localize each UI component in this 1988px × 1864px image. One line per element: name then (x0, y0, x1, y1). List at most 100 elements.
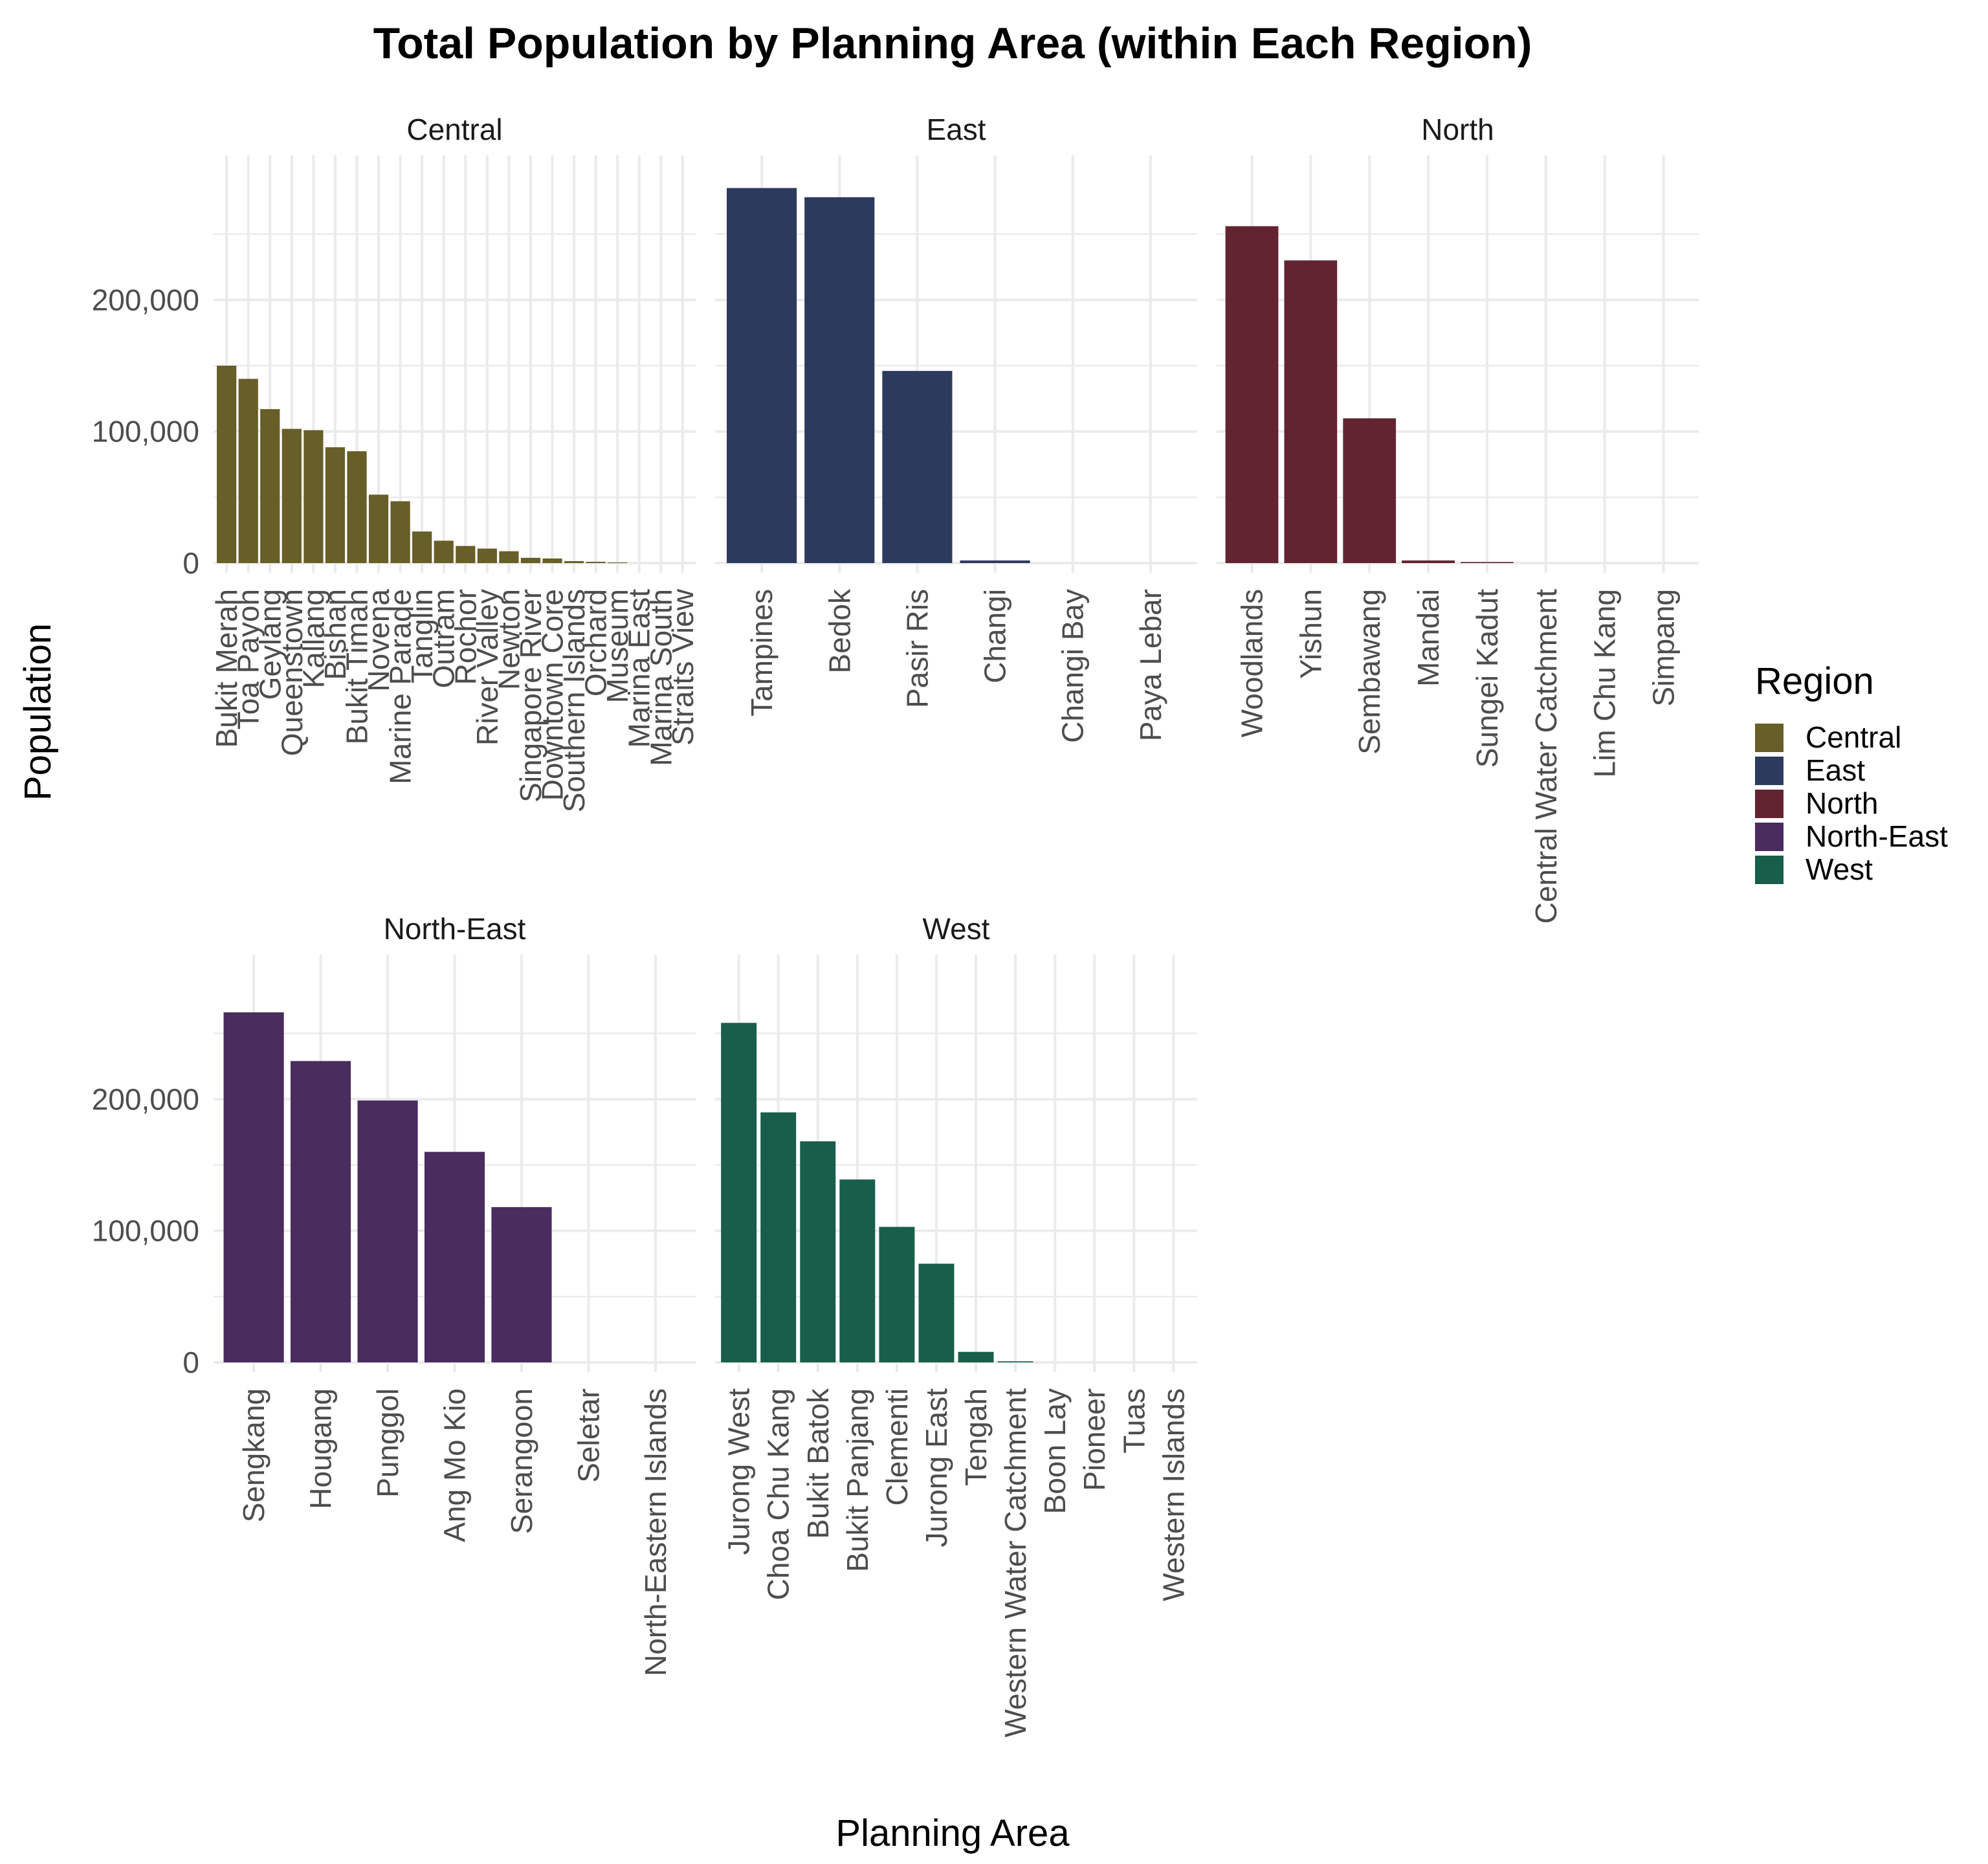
bar-novena (368, 494, 389, 563)
bar-tampines (727, 188, 797, 563)
x-tick-label: Orchard (579, 589, 613, 696)
bar-ang-mo-kio (424, 1151, 485, 1362)
x-tick-label: Pioneer (1077, 1388, 1111, 1491)
x-tick-label: Tampines (745, 589, 779, 716)
x-tick-label: Tanglin (405, 589, 439, 683)
legend-swatch-west (1755, 856, 1784, 884)
facet-strip-label: East (926, 113, 986, 146)
bar-punggol (357, 1100, 418, 1362)
x-tick-label: Newton (492, 589, 525, 690)
facet-strip-label: North-East (384, 912, 526, 946)
x-tick-label: Marina East (623, 589, 656, 748)
bar-kallang (304, 430, 324, 563)
bar-changi (960, 560, 1030, 563)
x-tick-label: Tuas (1117, 1388, 1151, 1454)
bar-tengah (958, 1351, 994, 1362)
bar-outram (434, 540, 454, 563)
bar-bukit-merah (217, 366, 237, 563)
bar-orchard (586, 561, 606, 563)
facet-strip-label: West (923, 912, 990, 946)
x-tick-label: Kallang (296, 589, 330, 688)
x-tick-label: Sembawang (1353, 589, 1386, 755)
x-tick-label: Western Islands (1156, 1388, 1190, 1601)
bar-mandai (1402, 560, 1455, 563)
bar-rochor (456, 546, 476, 563)
x-tick-label: Bedok (823, 588, 856, 673)
bar-queenstown (282, 428, 302, 563)
legend-title: Region (1755, 660, 1874, 702)
x-tick-label: Choa Chu Kang (762, 1388, 795, 1600)
bar-sembawang (1343, 418, 1397, 563)
x-tick-label: Jurong East (920, 1388, 953, 1548)
x-axis-title: Planning Area (835, 1812, 1070, 1854)
x-tick-label: Changi (978, 589, 1012, 683)
x-tick-label: Marine Parade (384, 589, 417, 784)
bar-woodlands (1225, 226, 1279, 563)
bar-jurong-west (721, 1023, 757, 1362)
x-tick-label: Boon Lay (1038, 1388, 1072, 1514)
facet-strip-label: North (1421, 113, 1494, 146)
bar-newton (499, 551, 519, 563)
facet-east: Tampines Bedok Pasir Ris Changi Changi Bay Pa… (715, 113, 1197, 743)
x-tick-label: Outram (427, 589, 461, 688)
chart-title: Total Population by Planning Area (withi… (373, 19, 1532, 68)
x-tick-label: Marina South (644, 589, 678, 766)
bar-southern-islands (564, 560, 584, 563)
facet-strip-label: Central (406, 113, 502, 146)
bar-bishan (325, 447, 346, 563)
x-tick-label: Bukit Panjang (841, 1388, 874, 1572)
legend-label-central: Central (1806, 720, 1901, 754)
bar-river-valley (477, 548, 497, 563)
legend-swatch-north (1755, 790, 1784, 818)
y-tick-label: 200,000 (92, 283, 199, 316)
bar-tanglin (412, 531, 432, 563)
facet-north: Woodlands Yishun Sembawang Mandai Sungei Kad… (1217, 113, 1699, 924)
legend-label-west: West (1806, 852, 1873, 886)
legend-swatch-north-east (1755, 823, 1784, 851)
x-tick-label: Southern Islands (557, 589, 591, 812)
bar-western-water-catchment (997, 1361, 1033, 1362)
bar-bukit-panjang (839, 1179, 876, 1362)
bar-sengkang (223, 1012, 284, 1362)
bar-bukit-timah (347, 451, 367, 563)
x-tick-label: Downtown Core (536, 589, 569, 801)
x-tick-label: Mandai (1411, 589, 1445, 687)
facet-west: Jurong West Choa Chu Kang Bukit Batok Bukit… (715, 912, 1197, 1737)
x-tick-label: River Valley (470, 589, 504, 746)
x-tick-label: Hougang (304, 1388, 338, 1509)
x-tick-label: Sengkang (237, 1388, 271, 1522)
y-tick-label: 100,000 (92, 1214, 199, 1248)
x-tick-label: Geylang (253, 589, 287, 700)
bar-hougang (290, 1061, 351, 1362)
bar-yishun (1284, 260, 1338, 563)
bar-clementi (879, 1226, 915, 1362)
x-tick-label: Changi Bay (1056, 589, 1090, 743)
legend-swatch-central (1755, 724, 1784, 752)
x-tick-label: Yishun (1294, 589, 1327, 679)
x-tick-label: Seletar (571, 1388, 605, 1483)
x-tick-label: Bukit Merah (210, 589, 243, 748)
bar-museum (608, 562, 628, 563)
bar-downtown-core (542, 558, 562, 563)
x-tick-label: Clementi (880, 1388, 914, 1506)
x-tick-label: Jurong West (722, 1388, 756, 1555)
y-tick-label: 100,000 (92, 415, 199, 449)
x-tick-label: Rochor (448, 589, 482, 685)
x-tick-label: Paya Lebar (1134, 589, 1167, 741)
x-tick-label: Punggol (371, 1388, 404, 1498)
x-tick-label: North-Eastern Islands (639, 1388, 672, 1676)
y-tick-label: 0 (182, 1346, 199, 1379)
x-tick-label: Bukit Batok (801, 1388, 835, 1539)
bar-bukit-batok (800, 1141, 836, 1362)
bar-geylang (260, 409, 280, 563)
bar-bedok (804, 197, 875, 563)
x-tick-label: Pasir Ris (900, 589, 934, 708)
x-tick-label: Museum (601, 589, 634, 703)
legend-label-north: North (1806, 786, 1878, 820)
x-tick-label: Tengah (959, 1388, 993, 1486)
x-tick-label: Ang Mo Kio (438, 1388, 472, 1542)
y-tick-label: 200,000 (92, 1082, 199, 1116)
